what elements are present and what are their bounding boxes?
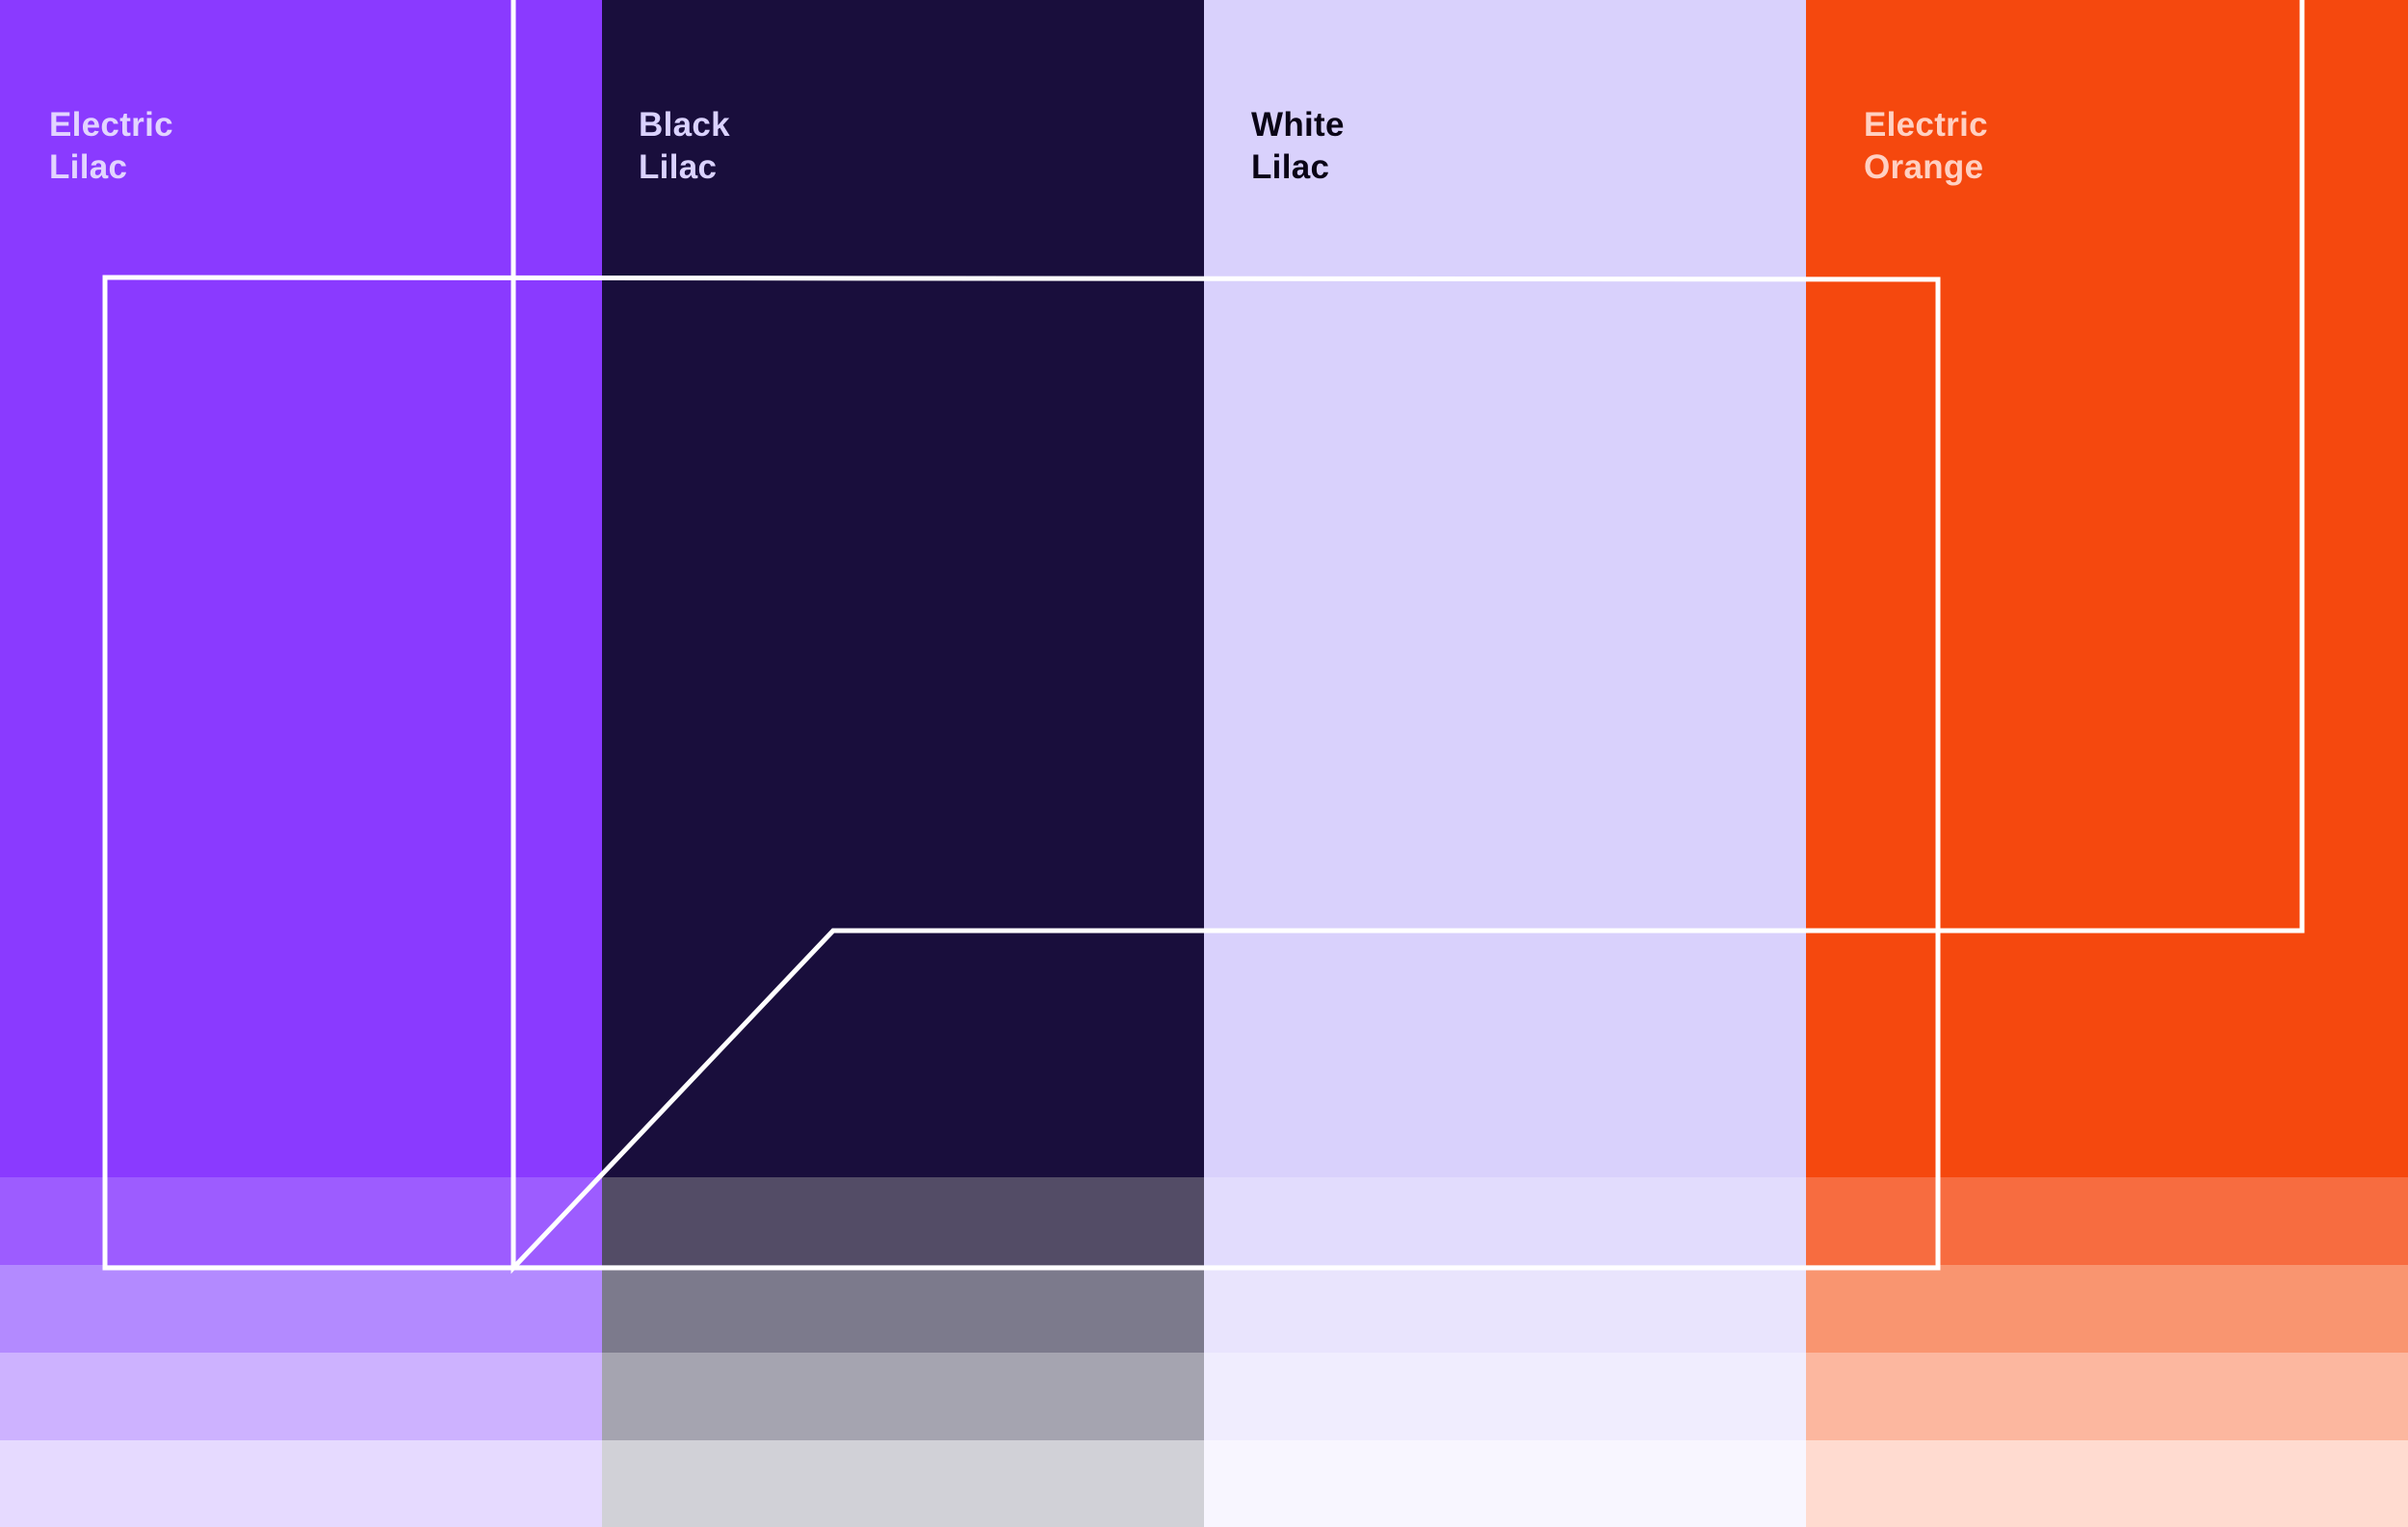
tint-white-lilac-40 — [1204, 1353, 1806, 1440]
tint-white-lilac-60 — [1204, 1265, 1806, 1353]
swatch-label-electric-orange: Electric Orange — [1864, 104, 1988, 189]
tint-electric-lilac-40 — [0, 1353, 602, 1440]
swatch-name-line1: Electric — [49, 106, 173, 144]
tint-white-lilac-80 — [1204, 1177, 1806, 1265]
swatch-column-electric-lilac: Electric Lilac — [0, 0, 602, 1527]
tint-black-lilac-40 — [602, 1353, 1204, 1440]
tint-electric-lilac-80 — [0, 1177, 602, 1265]
swatch-column-electric-orange: Electric Orange — [1806, 0, 2408, 1527]
swatch-name-line1: Electric — [1864, 106, 1988, 144]
swatch-label-black-lilac: Black Lilac — [639, 104, 730, 189]
swatch-name-line2: Lilac — [639, 148, 718, 186]
tint-black-lilac-80 — [602, 1177, 1204, 1265]
tint-electric-orange-60 — [1806, 1265, 2408, 1353]
swatch-name-line1: White — [1251, 106, 1345, 144]
tint-electric-orange-40 — [1806, 1353, 2408, 1440]
swatch-label-white-lilac: White Lilac — [1251, 104, 1345, 189]
swatch-column-white-lilac: White Lilac — [1204, 0, 1806, 1527]
swatch-name-line2: Orange — [1864, 148, 1984, 186]
swatch-name-line2: Lilac — [49, 148, 128, 186]
tint-electric-lilac-20 — [0, 1440, 602, 1527]
tint-electric-orange-20 — [1806, 1440, 2408, 1527]
tint-black-lilac-20 — [602, 1440, 1204, 1527]
swatch-label-electric-lilac: Electric Lilac — [49, 104, 173, 189]
swatch-name-line2: Lilac — [1251, 148, 1330, 186]
tint-electric-orange-80 — [1806, 1177, 2408, 1265]
swatch-name-line1: Black — [639, 106, 730, 144]
tint-electric-lilac-60 — [0, 1265, 602, 1353]
swatch-column-black-lilac: Black Lilac — [602, 0, 1204, 1527]
tint-black-lilac-60 — [602, 1265, 1204, 1353]
tint-white-lilac-20 — [1204, 1440, 1806, 1527]
